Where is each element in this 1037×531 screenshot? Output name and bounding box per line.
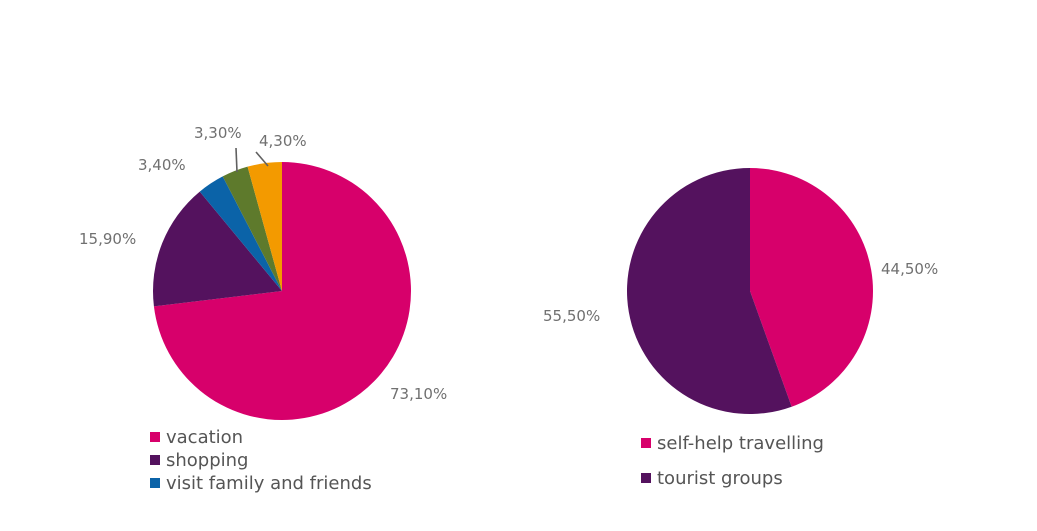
legend-entry: tourist groups — [657, 468, 783, 489]
slice-data-label: 3,30% — [194, 124, 242, 142]
slice-data-label: 15,90% — [79, 230, 136, 248]
pie-slice — [153, 191, 282, 307]
legend-swatch — [150, 455, 160, 465]
pie-chart-travel-mode: 44,50% 55,50% — [543, 167, 938, 414]
legend-travel-mode: self-help travelling tourist groups — [641, 433, 824, 489]
slice-data-label: 3,40% — [138, 156, 186, 174]
legend-entry: vacation — [166, 427, 243, 448]
legend-swatch — [150, 432, 160, 442]
legend-entry: self-help travelling — [657, 433, 824, 454]
pie-slice — [750, 168, 873, 407]
pie-slice — [222, 166, 282, 291]
legend-entry: shopping — [166, 450, 249, 471]
legend-swatch — [641, 438, 651, 448]
pie-chart-trip-purpose: 73,10% 15,90% 3,40% 3,30% 4,30% — [79, 124, 447, 421]
slice-data-label: 73,10% — [390, 385, 447, 403]
legend-swatch — [641, 473, 651, 483]
leader-line — [235, 147, 238, 173]
pie-slice — [199, 176, 282, 291]
pie-slice — [247, 162, 282, 291]
slice-data-label: 55,50% — [543, 307, 600, 325]
legend-swatch — [150, 478, 160, 488]
pie-slice — [626, 167, 792, 414]
legend-entry: visit family and friends — [166, 473, 372, 494]
slice-data-label: 4,30% — [259, 132, 307, 150]
slice-data-label: 44,50% — [881, 260, 938, 278]
leader-line — [255, 151, 269, 167]
pie-slice — [153, 162, 412, 421]
